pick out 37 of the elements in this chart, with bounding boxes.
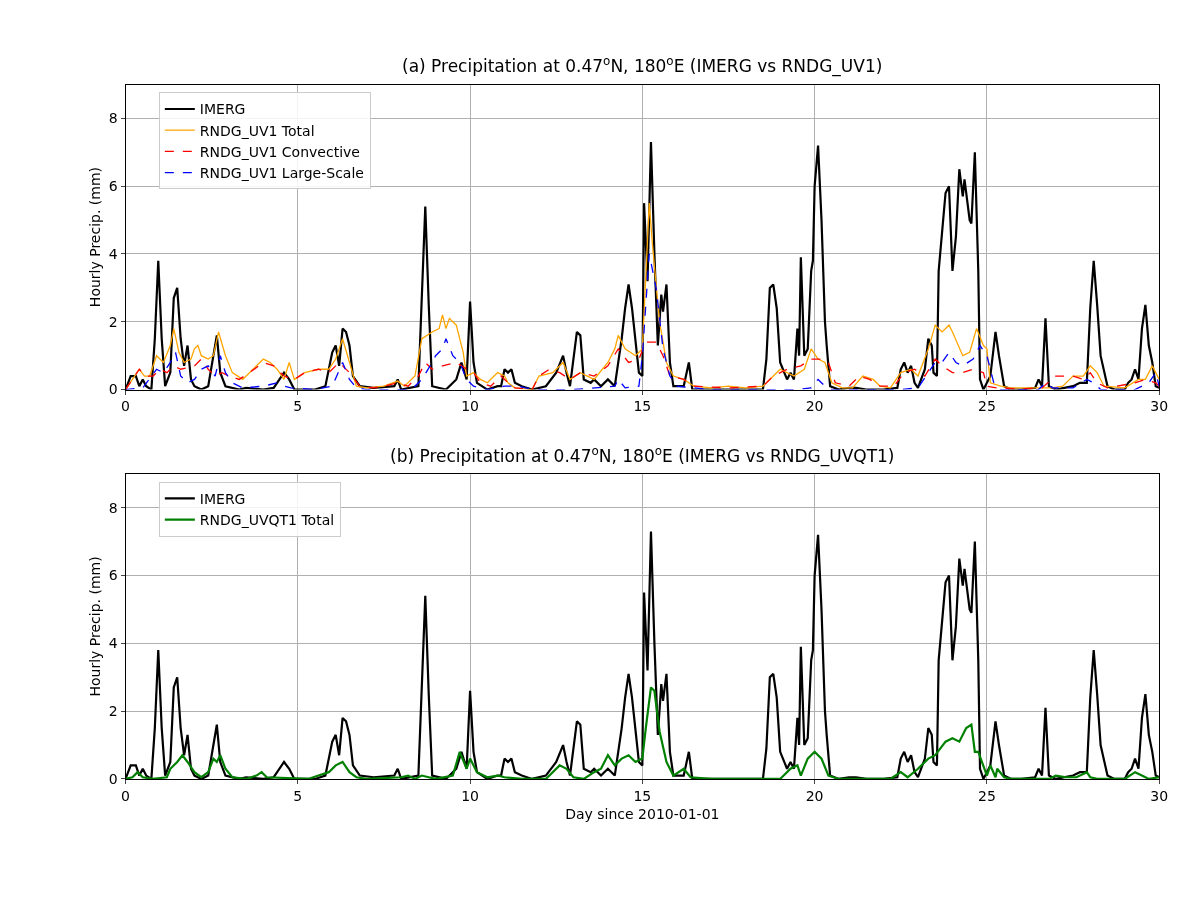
chart-title: (a) Precipitation at 0.47$^{o}$N, 180$^{o}$E (IMERG vs RNDG_UV1): [402, 54, 883, 78]
y-tick-label: 4: [108, 635, 118, 652]
x-tick-label: 25: [977, 787, 996, 804]
x-tick-label: 0: [121, 398, 130, 415]
y-tick-label: 0: [108, 381, 118, 398]
legend-label: RNDG_UV1 Convective: [199, 143, 360, 160]
x-tick-label: 30: [1150, 398, 1169, 415]
x-tick-label: 25: [977, 398, 996, 415]
x-axis-title: Day since 2010-01-01: [565, 806, 720, 823]
x-tick-label: 20: [805, 787, 824, 804]
y-tick-label: 4: [108, 245, 118, 262]
legend-label: IMERG: [199, 101, 246, 118]
x-tick-label: 10: [461, 787, 479, 804]
y-tick-label: 8: [108, 110, 118, 127]
x-tick-label: 30: [1150, 787, 1169, 804]
y-tick-label: 2: [108, 703, 118, 720]
legend-label: IMERG: [199, 490, 246, 507]
x-tick-label: 5: [293, 398, 303, 415]
line-series: [125, 686, 1160, 779]
y-tick-label: 6: [108, 178, 118, 195]
x-tick-label: 15: [633, 398, 652, 415]
x-tick-label: 0: [121, 787, 130, 804]
y-axis-title: Hourly Precip. (mm): [87, 166, 104, 308]
x-tick-label: 10: [461, 398, 479, 415]
y-axis-title: Hourly Precip. (mm): [87, 556, 104, 697]
legend-label: RNDG_UVQT1 Total: [199, 512, 335, 529]
chart-title: (b) Precipitation at 0.47$^{o}$N, 180$^{o}$E (IMERG vs RNDG_UVQT1): [390, 444, 895, 468]
line-series: [125, 341, 1160, 390]
y-tick-label: 0: [108, 770, 118, 787]
y-tick-label: 2: [108, 313, 118, 330]
x-tick-label: 15: [633, 787, 652, 804]
y-tick-label: 6: [108, 567, 118, 584]
x-tick-label: 5: [293, 787, 303, 804]
x-tick-label: 20: [805, 398, 824, 415]
legend-label: RNDG_UV1 Large-Scale: [199, 165, 364, 182]
legend-label: RNDG_UV1 Total: [199, 122, 315, 139]
y-tick-label: 8: [108, 499, 118, 516]
